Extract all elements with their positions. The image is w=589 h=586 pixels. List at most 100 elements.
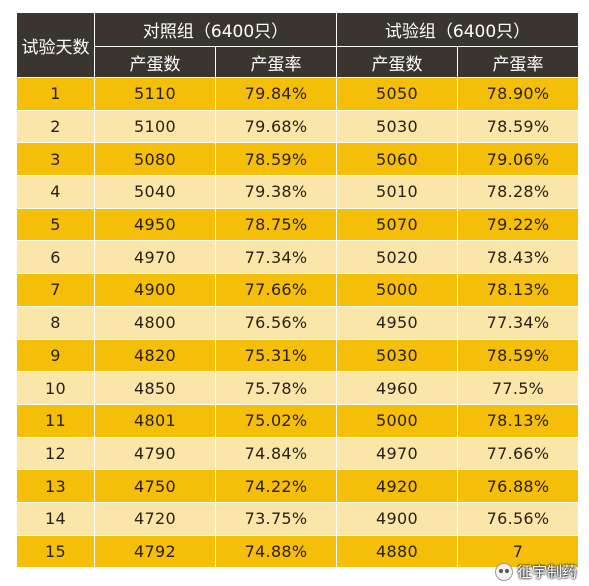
cell-day: 9 (16, 338, 95, 373)
table-row: 14 4720 73.75% 4900 76.56% (16, 501, 580, 536)
cell-control-rate: 78.59% (214, 142, 338, 177)
header-row-groups: 试验天数 对照组（6400只） 试验组（6400只） (16, 12, 580, 78)
cell-test-rate: 76.56% (457, 501, 580, 536)
cell-control-rate: 75.02% (214, 403, 338, 438)
cell-control-eggs: 4800 (94, 305, 216, 340)
cell-control-rate: 79.84% (214, 77, 338, 111)
cell-test-rate: 78.43% (457, 240, 580, 275)
cell-control-eggs: 4950 (94, 207, 216, 242)
cell-test-eggs: 5020 (336, 240, 459, 275)
cell-day: 14 (16, 501, 95, 536)
table-row: 8 4800 76.56% 4950 77.34% (16, 305, 580, 340)
header-control-eggs: 产蛋数 (94, 46, 216, 78)
table-row: 10 4850 75.78% 4960 77.5% (16, 371, 580, 405)
egg-production-table-container: 试验天数 对照组（6400只） 试验组（6400只） 产蛋数 产蛋率 产蛋数 产… (16, 12, 580, 569)
cell-test-eggs: 5010 (336, 175, 459, 209)
cell-test-eggs: 4900 (336, 501, 459, 536)
cell-control-rate: 74.88% (214, 534, 338, 569)
table-row: 2 5100 79.68% 5030 78.59% (16, 109, 580, 144)
watermark-text: 征宇制药 (516, 563, 577, 581)
cell-test-eggs: 5060 (336, 142, 459, 177)
cell-test-eggs: 4950 (336, 305, 459, 340)
cell-day: 12 (16, 436, 95, 471)
watermark: 征宇制药 (494, 561, 577, 582)
cell-control-eggs: 4970 (94, 240, 216, 275)
header-test-rate: 产蛋率 (457, 46, 580, 78)
cell-day: 6 (16, 240, 95, 275)
cell-test-eggs: 5030 (336, 338, 459, 373)
cell-test-eggs: 5030 (336, 109, 459, 144)
table-row: 5 4950 78.75% 5070 79.22% (16, 207, 580, 242)
cell-test-rate: 79.22% (457, 207, 580, 242)
cell-test-eggs: 4880 (336, 534, 459, 569)
cell-test-rate: 78.13% (457, 403, 580, 438)
cell-control-rate: 74.84% (214, 436, 338, 471)
cell-test-eggs: 4920 (336, 469, 459, 503)
cell-control-eggs: 4750 (94, 469, 216, 503)
cell-control-rate: 77.66% (214, 273, 338, 307)
wechat-icon (494, 562, 513, 581)
cell-control-rate: 74.22% (214, 469, 338, 503)
cell-test-eggs: 4960 (336, 371, 459, 405)
cell-test-rate: 76.88% (457, 469, 580, 503)
table-row: 1 5110 79.84% 5050 78.90% (16, 77, 580, 111)
egg-production-table: 试验天数 对照组（6400只） 试验组（6400只） 产蛋数 产蛋率 产蛋数 产… (16, 12, 580, 569)
cell-test-eggs: 5050 (336, 77, 459, 111)
cell-control-eggs: 4801 (94, 403, 216, 438)
cell-day: 8 (16, 305, 95, 340)
table-row: 11 4801 75.02% 5000 78.13% (16, 403, 580, 438)
header-test-group: 试验组（6400只） (336, 12, 580, 47)
cell-control-rate: 79.38% (214, 175, 338, 209)
cell-test-eggs: 4970 (336, 436, 459, 471)
cell-control-rate: 78.75% (214, 207, 338, 242)
cell-test-rate: 78.59% (457, 109, 580, 144)
cell-test-rate: 78.90% (457, 77, 580, 111)
cell-control-eggs: 4820 (94, 338, 216, 373)
cell-control-rate: 75.31% (214, 338, 338, 373)
cell-control-eggs: 4900 (94, 273, 216, 307)
cell-day: 15 (16, 534, 95, 569)
table-row: 6 4970 77.34% 5020 78.43% (16, 240, 580, 275)
cell-control-rate: 73.75% (214, 501, 338, 536)
table-row: 3 5080 78.59% 5060 79.06% (16, 142, 580, 177)
cell-test-eggs: 5000 (336, 403, 459, 438)
cell-day: 3 (16, 142, 95, 177)
cell-day: 2 (16, 109, 95, 144)
cell-day: 10 (16, 371, 95, 405)
cell-test-eggs: 5000 (336, 273, 459, 307)
cell-control-eggs: 5110 (94, 77, 216, 111)
cell-test-rate: 78.28% (457, 175, 580, 209)
table-body: 1 5110 79.84% 5050 78.90% 2 5100 79.68% 5030 78.5… (16, 77, 580, 569)
cell-test-rate: 78.59% (457, 338, 580, 373)
cell-control-rate: 76.56% (214, 305, 338, 340)
cell-test-rate: 77.5% (457, 371, 580, 405)
cell-control-eggs: 4790 (94, 436, 216, 471)
header-test-eggs: 产蛋数 (336, 46, 459, 78)
table-row: 4 5040 79.38% 5010 78.28% (16, 175, 580, 209)
cell-test-rate: 77.34% (457, 305, 580, 340)
header-control-rate: 产蛋率 (214, 46, 338, 78)
cell-test-rate: 79.06% (457, 142, 580, 177)
table-row: 9 4820 75.31% 5030 78.59% (16, 338, 580, 373)
table-row: 7 4900 77.66% 5000 78.13% (16, 273, 580, 307)
header-row-columns: 产蛋数 产蛋率 产蛋数 产蛋率 (17, 46, 580, 78)
header-day: 试验天数 (16, 12, 95, 78)
header-control-group: 对照组（6400只） (93, 12, 338, 47)
cell-day: 7 (16, 273, 95, 307)
cell-day: 11 (16, 403, 95, 438)
cell-control-eggs: 5100 (94, 109, 216, 144)
cell-test-rate: 7 (457, 534, 580, 569)
cell-control-rate: 77.34% (214, 240, 338, 275)
cell-control-eggs: 4792 (94, 534, 216, 569)
table-row: 15 4792 74.88% 4880 7 (16, 534, 580, 569)
cell-test-rate: 77.66% (457, 436, 580, 471)
table-row: 13 4750 74.22% 4920 76.88% (16, 469, 580, 503)
cell-control-eggs: 5080 (94, 142, 216, 177)
cell-test-eggs: 5070 (336, 207, 459, 242)
cell-test-rate: 78.13% (457, 273, 580, 307)
cell-control-rate: 75.78% (214, 371, 338, 405)
cell-day: 5 (16, 207, 95, 242)
cell-control-eggs: 4720 (94, 501, 216, 536)
cell-control-eggs: 5040 (94, 175, 216, 209)
cell-control-rate: 79.68% (214, 109, 338, 144)
